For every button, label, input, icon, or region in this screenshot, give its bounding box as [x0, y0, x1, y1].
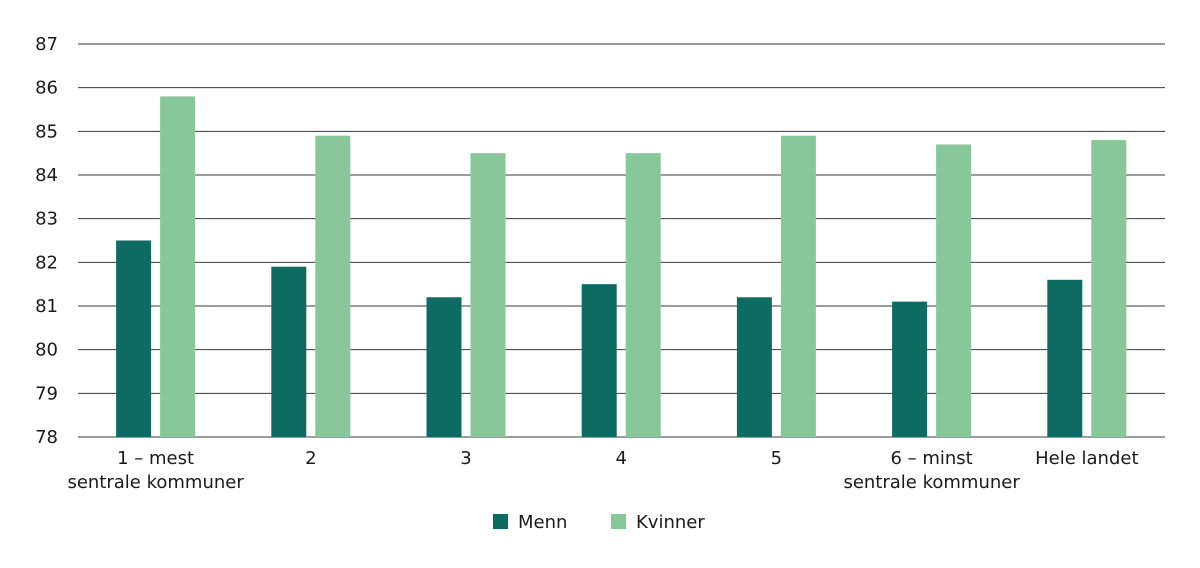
y-tick-label: 87 [35, 34, 58, 55]
bar-menn [736, 297, 772, 437]
bar-kvinner [160, 96, 196, 438]
y-tick-label: 85 [35, 121, 58, 142]
x-category-label-line: 6 – minst [890, 448, 972, 469]
legend-label-kvinner: Kvinner [636, 512, 705, 533]
y-axis-tick-labels: 78 79 80 81 82 83 84 85 86 87 [35, 34, 58, 448]
bar-menn [1047, 279, 1083, 437]
bars [116, 96, 1127, 438]
bar-kvinner [936, 144, 972, 437]
legend-swatch-menn [493, 514, 508, 529]
bar-menn [426, 297, 462, 437]
legend-swatch-kvinner [611, 514, 626, 529]
x-category-label: 1 – mest sentrale kommuner [67, 448, 244, 493]
y-tick-label: 80 [35, 340, 58, 361]
gridlines [78, 43, 1165, 438]
x-category-label: Hele landet [1035, 448, 1138, 469]
bar-kvinner [625, 153, 661, 437]
x-category-label-line: 3 [460, 448, 471, 469]
y-tick-label: 83 [35, 209, 58, 230]
y-tick-label: 78 [35, 427, 58, 448]
bar-kvinner [315, 135, 351, 437]
x-category-label: 4 [615, 448, 626, 469]
x-category-label-line: 4 [615, 448, 626, 469]
x-category-label: 5 [771, 448, 782, 469]
bar-menn [581, 284, 617, 437]
legend-label-menn: Menn [518, 512, 567, 533]
x-category-label-line: 1 – mest [117, 448, 194, 469]
bar-menn [116, 240, 152, 437]
y-tick-label: 84 [35, 165, 58, 186]
x-category-label-line: Hele landet [1035, 448, 1138, 469]
y-tick-label: 81 [35, 296, 58, 317]
bar-menn [271, 266, 307, 437]
bar-kvinner [470, 153, 506, 437]
x-category-label-line: 5 [771, 448, 782, 469]
y-tick-label: 82 [35, 252, 58, 273]
bar-kvinner [780, 135, 816, 437]
x-category-label-line: 2 [305, 448, 316, 469]
bar-menn [892, 301, 928, 437]
x-category-label-line: sentrale kommuner [843, 472, 1020, 493]
x-category-label: 6 – minst sentrale kommuner [843, 448, 1020, 493]
x-axis-category-labels: 1 – mest sentrale kommuner 2 3 4 5 6 – minst se… [67, 448, 1138, 493]
x-category-label: 2 [305, 448, 316, 469]
legend: Menn Kvinner [493, 512, 705, 533]
bar-kvinner [1091, 140, 1127, 438]
y-tick-label: 79 [35, 383, 58, 404]
y-tick-label: 86 [35, 78, 58, 99]
x-category-label: 3 [460, 448, 471, 469]
x-category-label-line: sentrale kommuner [67, 472, 244, 493]
